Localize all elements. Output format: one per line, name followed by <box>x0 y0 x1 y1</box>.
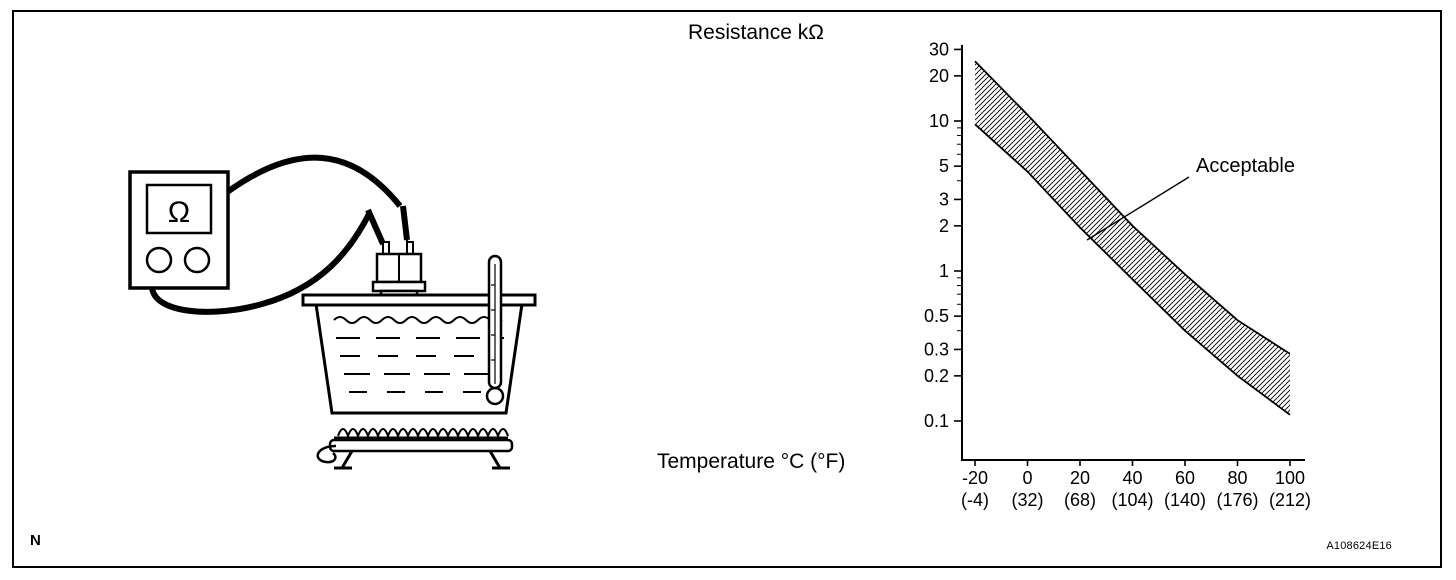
y-tick-label: 0.1 <box>924 411 949 431</box>
resistance-temperature-chart: 30201053210.50.30.20.1-20(-4)0(32)20(68)… <box>924 39 1311 510</box>
y-tick-label: 3 <box>939 189 949 209</box>
chart-y-axis-title: Resistance kΩ <box>688 21 824 44</box>
acceptable-annotation: Acceptable <box>1196 155 1295 177</box>
lower-limit-curve <box>974 123 1291 416</box>
upper-limit-curve <box>974 60 1291 355</box>
x-tick-label-celsius: 100 <box>1275 468 1305 488</box>
y-tick-label: 0.2 <box>924 366 949 386</box>
ohmmeter-icon: Ω <box>128 170 230 290</box>
y-tick-label: 10 <box>929 111 949 131</box>
x-tick-label-celsius: 80 <box>1227 468 1247 488</box>
y-tick-label: 2 <box>939 216 949 236</box>
x-tick-label-fahrenheit: (140) <box>1164 490 1206 510</box>
ohm-symbol: Ω <box>168 196 190 229</box>
x-tick-label-celsius: 0 <box>1022 468 1032 488</box>
figure-code: A108624E16 <box>1326 540 1392 552</box>
acceptable-range-band <box>975 61 1290 415</box>
y-tick-label: 30 <box>929 39 949 59</box>
x-tick-label-celsius: -20 <box>962 468 988 488</box>
chart-x-axis-title: Temperature °C (°F) <box>657 450 846 473</box>
figure-border <box>12 10 1442 568</box>
x-tick-label-fahrenheit: (-4) <box>961 490 989 510</box>
x-tick-label-fahrenheit: (32) <box>1011 490 1043 510</box>
y-tick-label: 0.5 <box>924 306 949 326</box>
burner-icon <box>316 428 514 470</box>
y-tick-label: 0.3 <box>924 339 949 359</box>
meter-terminal-right <box>183 246 211 274</box>
x-tick-label-fahrenheit: (176) <box>1216 490 1258 510</box>
y-tick-label: 20 <box>929 66 949 86</box>
water-surface <box>333 316 503 324</box>
x-tick-label-celsius: 20 <box>1070 468 1090 488</box>
thermometer-icon <box>485 254 505 406</box>
y-tick-label: 1 <box>939 261 949 281</box>
x-tick-label-celsius: 60 <box>1175 468 1195 488</box>
x-tick-label-fahrenheit: (104) <box>1111 490 1153 510</box>
test-lead-wires <box>149 154 403 315</box>
x-tick-label-fahrenheit: (212) <box>1269 490 1311 510</box>
meter-terminal-left <box>145 246 173 274</box>
flames <box>337 428 509 439</box>
sensor-heating-test-illustration: Ω <box>128 154 537 470</box>
x-tick-label-fahrenheit: (68) <box>1064 490 1096 510</box>
water-pan-icon <box>301 293 537 415</box>
y-tick-label: 5 <box>939 156 949 176</box>
figure-note-label: N <box>30 532 41 549</box>
annotation-leader-line <box>1086 176 1190 241</box>
x-tick-label-celsius: 40 <box>1122 468 1142 488</box>
